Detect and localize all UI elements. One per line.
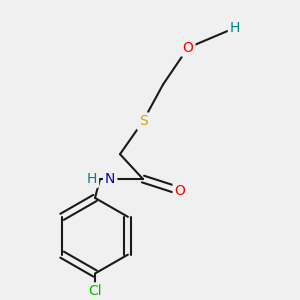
Text: N: N: [105, 172, 116, 186]
Text: O: O: [183, 41, 194, 55]
Text: O: O: [175, 184, 185, 198]
Text: Cl: Cl: [88, 284, 102, 298]
Text: H: H: [230, 21, 240, 35]
Text: S: S: [139, 114, 147, 128]
Text: H: H: [87, 172, 97, 186]
